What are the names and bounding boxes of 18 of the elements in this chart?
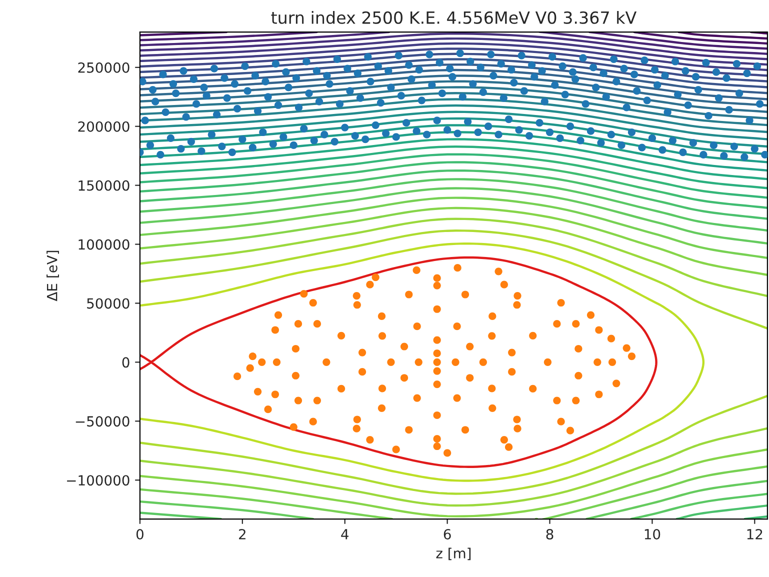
x-tick-label: 6: [444, 528, 451, 540]
y-tick-label: −50000: [76, 416, 130, 427]
y-tick-label: 150000: [78, 180, 130, 191]
x-tick-label: 0: [136, 528, 144, 540]
chart-title: turn index 2500 K.E. 4.556MeV V0 3.367 kV: [271, 11, 637, 24]
y-tick-label: 50000: [87, 298, 130, 309]
y-tick-label: 250000: [78, 62, 130, 73]
y-tick-label: 0: [122, 357, 130, 368]
x-tick-label: 2: [239, 528, 246, 540]
x-tick-label: 8: [546, 528, 554, 540]
y-axis-title: ΔE [eV]: [46, 250, 59, 302]
y-tick-label: −100000: [67, 475, 130, 486]
x-tick-label: 12: [747, 528, 762, 540]
x-axis-title: z [m]: [436, 548, 471, 560]
x-tick-label: 4: [341, 529, 348, 540]
y-tick-label: 200000: [78, 121, 130, 132]
x-tick-label: 10: [644, 528, 660, 540]
y-tick-label: 100000: [78, 239, 130, 250]
